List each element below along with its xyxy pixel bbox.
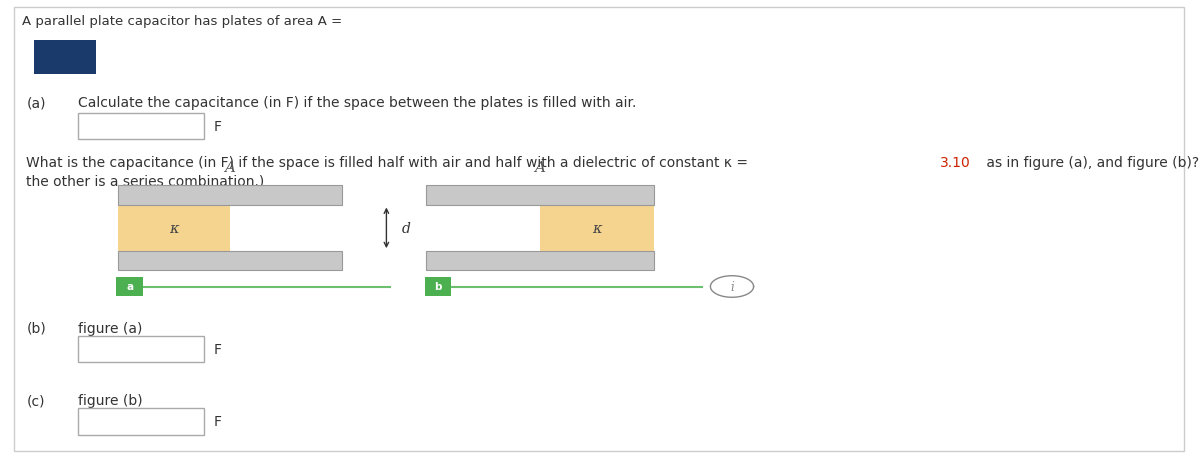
Text: b: b xyxy=(434,282,442,292)
Text: (a): (a) xyxy=(26,96,46,110)
Text: A: A xyxy=(224,161,235,174)
Text: HINT: HINT xyxy=(48,51,82,64)
Bar xyxy=(118,186,342,205)
Text: the other is a series combination.): the other is a series combination.) xyxy=(26,174,265,188)
Bar xyxy=(230,205,342,252)
Text: d: d xyxy=(402,221,410,235)
Text: F: F xyxy=(214,342,222,356)
Text: i: i xyxy=(730,280,734,293)
Bar xyxy=(118,252,342,271)
FancyBboxPatch shape xyxy=(425,277,451,297)
Text: (c): (c) xyxy=(26,393,44,407)
Text: κ: κ xyxy=(592,221,602,235)
Text: Calculate the capacitance (in F) if the space between the plates is filled with : Calculate the capacitance (in F) if the … xyxy=(78,96,636,110)
Text: 3.10: 3.10 xyxy=(940,156,971,170)
Bar xyxy=(118,205,230,252)
Text: figure (b): figure (b) xyxy=(78,393,143,407)
Text: A parallel plate capacitor has plates of area A =: A parallel plate capacitor has plates of… xyxy=(22,15,346,28)
FancyBboxPatch shape xyxy=(78,336,204,363)
Text: a: a xyxy=(126,282,133,292)
FancyBboxPatch shape xyxy=(78,408,204,435)
FancyBboxPatch shape xyxy=(34,41,96,74)
Text: figure (a): figure (a) xyxy=(78,321,143,335)
Bar xyxy=(426,252,654,271)
FancyBboxPatch shape xyxy=(116,277,143,297)
Text: What is the capacitance (in F) if the space is filled half with air and half wit: What is the capacitance (in F) if the sp… xyxy=(26,156,752,170)
Text: A: A xyxy=(534,161,546,174)
Text: as in figure (a), and figure (b)? (Hint: One of the capacitors is a parallel com: as in figure (a), and figure (b)? (Hint:… xyxy=(982,156,1200,170)
Text: (b): (b) xyxy=(26,321,46,335)
Text: F: F xyxy=(214,120,222,134)
FancyBboxPatch shape xyxy=(78,113,204,140)
Bar xyxy=(426,205,540,252)
Text: F: F xyxy=(214,414,222,428)
Bar xyxy=(426,186,654,205)
Bar xyxy=(540,205,654,252)
Text: κ: κ xyxy=(169,221,179,235)
